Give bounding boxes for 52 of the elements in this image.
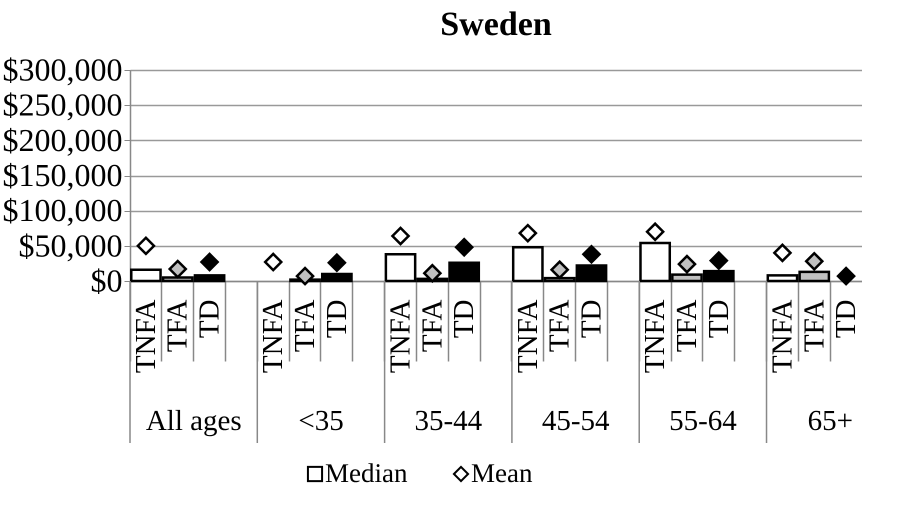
point [804,252,824,271]
text: 65+ [808,405,853,437]
y-tick-label: $100,000 [2,192,122,228]
legend-label: Mean [471,458,533,488]
y-tick-label: $300,000 [2,52,122,88]
point [328,253,346,272]
x-tick-label: TD [448,300,480,338]
text: 35-44 [414,405,483,437]
point [582,244,601,264]
point [423,264,442,283]
x-tick-label: TD [830,300,862,338]
point [391,226,410,246]
x-tick-label: TFA [416,299,448,352]
point [518,224,538,242]
text: All ages [146,405,242,437]
x-tick-label: TD [320,300,353,338]
text: 55-64 [669,405,738,437]
point [136,236,156,256]
point [296,266,314,286]
point [678,254,696,274]
x-tick-label: TD [575,300,608,338]
x-tick-label: TFA [162,299,194,352]
text: <35 [298,405,344,437]
x-tick-label: TD [702,300,735,338]
x-tick-label: TFA [670,299,703,352]
y-tick-label: $150,000 [2,157,122,193]
point [550,260,569,280]
y-tick-label: $50,000 [18,227,122,264]
x-tick-label: TFA [289,299,322,352]
point [709,251,728,270]
x-tick-label: TNFA [130,299,162,374]
x-tick-label: TNFA [384,299,417,374]
x-tick-label: TNFA [512,299,544,374]
y-tick-label: $250,000 [2,86,122,123]
x-tick-label: TFA [544,299,576,352]
point [646,222,664,242]
point [200,252,219,272]
x-tick-label: TD [194,300,226,338]
x-tick-label: TFA [798,299,830,352]
legend-label: Median [325,458,408,488]
y-tick-label: $0 [90,262,122,298]
point [773,244,792,262]
text: 45-54 [542,405,610,437]
point [264,252,283,272]
point [836,266,856,286]
point [168,260,188,278]
x-tick-label: TNFA [639,299,672,374]
x-tick-label: TNFA [766,299,798,374]
point [454,238,474,257]
chart-title: Sweden [440,6,552,43]
x-tick-label: TNFA [257,299,290,374]
y-tick-label: $200,000 [2,122,122,158]
